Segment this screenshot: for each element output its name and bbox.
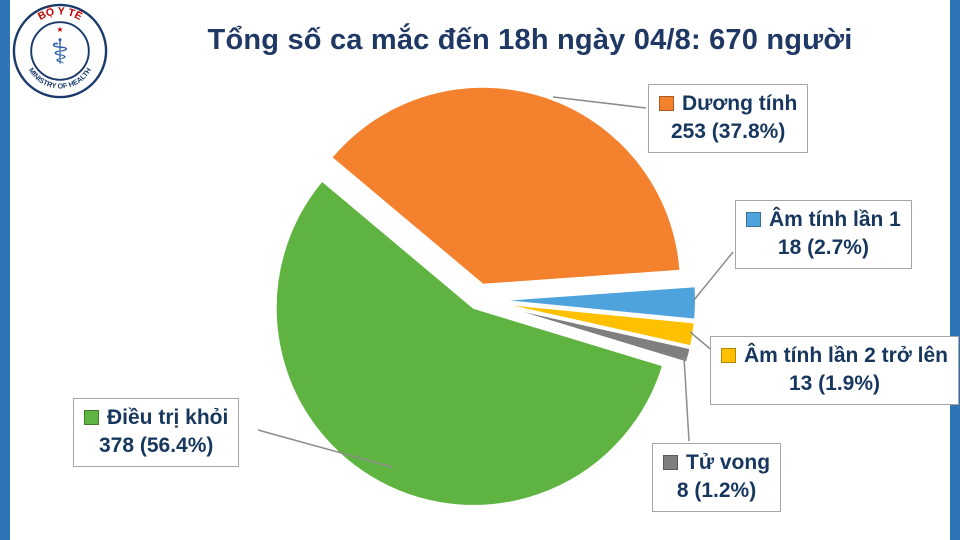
slice-value: 253 (37.8%) xyxy=(670,120,786,144)
logo-star: ★ xyxy=(57,25,64,34)
left-edge-strip xyxy=(0,0,10,540)
slice-value: 18 (2.7%) xyxy=(777,236,869,260)
callout-label-row: Âm tính lần 2 trở lên xyxy=(721,342,948,370)
callout-am-tinh-lan-1: Âm tính lần 1 18 (2.7%) xyxy=(735,200,912,269)
callout-label-row: Tử vong xyxy=(663,449,770,477)
leader-line-duong-tinh xyxy=(552,96,647,109)
logo-inner-ring xyxy=(30,21,90,81)
pie-slices xyxy=(274,85,697,507)
slice-value: 378 (56.4%) xyxy=(98,434,214,458)
slice-label: Tử vong xyxy=(686,451,771,474)
right-edge-strip xyxy=(950,0,960,540)
callout-am-tinh-lan-2: Âm tính lần 2 trở lên 13 (1.9%) xyxy=(710,336,959,405)
legend-swatch-am-tinh-1 xyxy=(746,212,761,227)
legend-swatch-tu-vong xyxy=(663,455,678,470)
callout-tu-vong: Tử vong 8 (1.2%) xyxy=(652,443,782,512)
slice-label: Điều trị khỏi xyxy=(107,406,229,429)
pie-slice-3 xyxy=(497,304,692,364)
callout-duong-tinh: Dương tính 253 (37.8%) xyxy=(648,84,809,153)
callout-label-row: Âm tính lần 1 xyxy=(746,206,901,234)
slice-label: Dương tính xyxy=(682,92,798,115)
ministry-of-health-logo: BỘ Y TẾ MINISTRY OF HEALTH ★ ⚕ xyxy=(12,3,108,99)
pie-slice-1 xyxy=(497,285,697,321)
legend-swatch-duong-tinh xyxy=(659,96,674,111)
callout-label-row: Điều trị khỏi xyxy=(84,404,228,432)
chart-title: Tổng số ca mắc đến 18h ngày 04/8: 670 ng… xyxy=(207,24,853,56)
caduceus-icon: ⚕ xyxy=(51,33,70,71)
leader-line-am-tinh-1 xyxy=(693,251,734,301)
leader-line-dieu-tri-khoi xyxy=(257,429,393,468)
slice-label: Âm tính lần 2 trở lên xyxy=(744,344,948,367)
slice-value: 8 (1.2%) xyxy=(676,479,757,503)
logo-top-text: BỘ Y TẾ xyxy=(36,5,84,23)
callout-dieu-tri-khoi: Điều trị khỏi 378 (56.4%) xyxy=(73,398,240,467)
legend-swatch-am-tinh-2 xyxy=(721,348,736,363)
slice-value: 13 (1.9%) xyxy=(788,372,880,396)
callout-label-row: Dương tính xyxy=(659,90,797,118)
leader-line-tu-vong xyxy=(683,356,690,442)
legend-swatch-dieu-tri-khoi xyxy=(84,410,99,425)
pie-slice-4 xyxy=(274,179,665,507)
slice-label: Âm tính lần 1 xyxy=(769,208,901,231)
pie-slice-0 xyxy=(329,85,682,286)
